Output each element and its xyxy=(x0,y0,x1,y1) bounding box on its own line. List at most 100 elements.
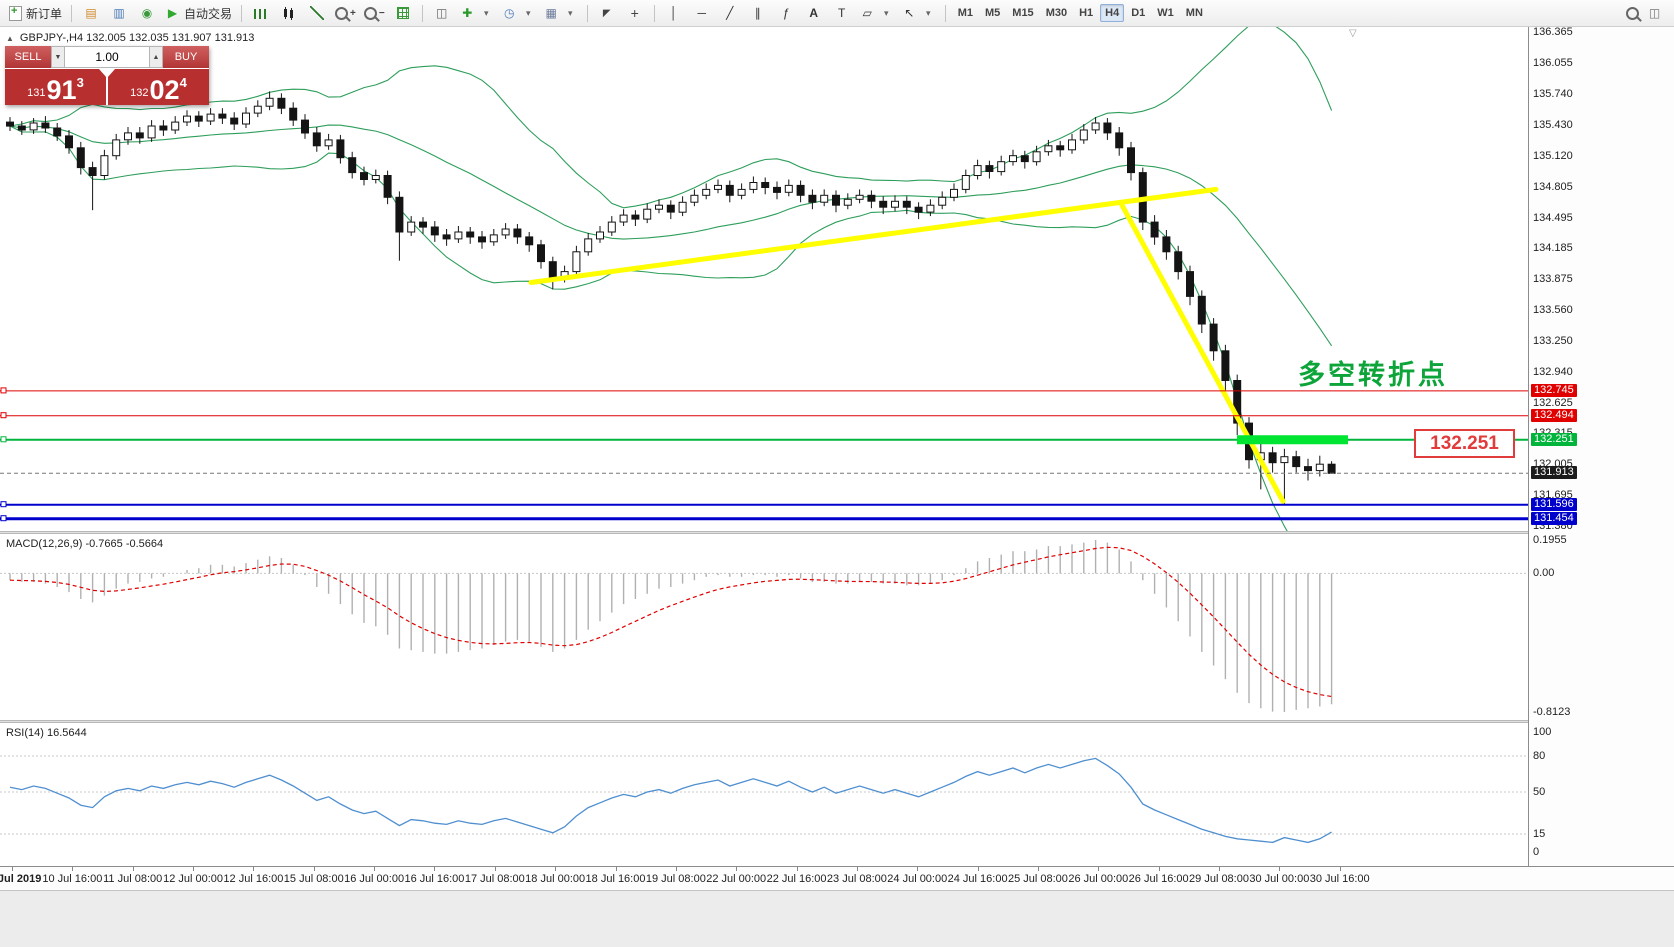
toolbar: 新订单 ▤ ▥ ◉ ▶ 自动交易 + − ◫ ✚▾ ◷▾ ▦▾ ◤ + │ ─ … xyxy=(0,0,1674,27)
timeframe-m30-button[interactable]: M30 xyxy=(1045,7,1068,19)
line-chart-button[interactable] xyxy=(304,3,330,24)
timeframe-m1-button[interactable]: M1 xyxy=(957,7,973,19)
macd-canvas[interactable] xyxy=(0,534,1528,720)
symbol-ohlc-text: GBPJPY-,H4 132.005 132.035 131.907 131.9… xyxy=(19,32,255,44)
volume-decrease-button[interactable]: ▼ xyxy=(51,46,65,68)
chevron-down-icon: ▾ xyxy=(483,7,489,18)
templates-button[interactable]: ▦ ▾ xyxy=(541,3,581,24)
volume-increase-button[interactable]: ▲ xyxy=(149,46,163,68)
one-click-notch xyxy=(99,69,115,78)
indicators-button[interactable]: ✚ ▾ xyxy=(457,3,497,24)
status-bar xyxy=(0,890,1674,947)
shapes-tool-button[interactable]: ▱ ▾ xyxy=(857,3,897,24)
periods-button[interactable]: ◷ ▾ xyxy=(499,3,539,24)
one-click-trading-widget: SELL ▼ ▲ BUY 131 91 3 132 xyxy=(5,46,209,105)
bar-chart-button[interactable] xyxy=(248,3,274,24)
autotrade-button[interactable]: ▶ 自动交易 xyxy=(162,3,235,24)
toolbar-separator xyxy=(944,4,946,22)
time-tick xyxy=(1098,867,1100,871)
label-tool-button[interactable]: T xyxy=(829,3,855,24)
chart-column: ▲ GBPJPY-,H4 132.005 132.035 131.907 131… xyxy=(0,27,1528,866)
bid-price-button[interactable]: 131 91 3 xyxy=(5,69,106,105)
volume-input[interactable] xyxy=(65,47,149,67)
fibonacci-tool-button[interactable]: ƒ xyxy=(773,3,799,24)
time-label: 18 Jul 00:00 xyxy=(525,873,586,885)
clock-icon: ◷ xyxy=(503,5,515,20)
price-axis[interactable]: 136.365 136.055 135.740 135.430 135.120 134.8… xyxy=(1528,26,1674,866)
text-tool-button[interactable]: A xyxy=(801,3,827,24)
axis-tick-label: 134.805 xyxy=(1533,180,1573,193)
bar-chart-icon xyxy=(254,6,269,20)
time-tick xyxy=(796,867,798,871)
trendline-tool-button[interactable]: ╱ xyxy=(717,3,743,24)
time-tick xyxy=(193,867,195,871)
pane-splitter[interactable] xyxy=(0,720,1528,723)
timeframe-h4-button[interactable]: H4 xyxy=(1100,4,1125,22)
fibonacci-icon: ƒ xyxy=(782,5,790,20)
main-chart-canvas[interactable] xyxy=(0,27,1528,531)
templates-icon: ▦ xyxy=(545,5,557,20)
axis-tick-label: 133.560 xyxy=(1533,304,1573,317)
time-tick xyxy=(555,867,557,871)
macd-pane[interactable]: MACD(12,26,9) -0.7665 -0.5664 xyxy=(0,534,1528,720)
time-label: 22 Jul 00:00 xyxy=(706,873,767,885)
trendline-icon: ╱ xyxy=(726,5,734,20)
time-tick xyxy=(615,867,617,871)
rsi-pane[interactable]: RSI(14) 16.5644 xyxy=(0,723,1528,866)
time-label: 24 Jul 00:00 xyxy=(887,873,948,885)
timeframe-w1-button[interactable]: W1 xyxy=(1157,7,1174,19)
crosshair-tool-button[interactable]: + xyxy=(622,3,648,24)
timeframe-h1-button[interactable]: H1 xyxy=(1079,7,1094,19)
new-order-button[interactable]: 新订单 xyxy=(6,3,65,24)
timeframe-d1-button[interactable]: D1 xyxy=(1131,7,1146,19)
buy-button[interactable]: BUY xyxy=(163,46,209,68)
time-label: 22 Jul 16:00 xyxy=(766,873,827,885)
timeframe-group: M1 M5 M15 M30 H1 H4 D1 W1 MN xyxy=(952,4,1209,22)
axis-tick-label: -0.8123 xyxy=(1533,706,1571,718)
time-tick xyxy=(374,867,376,871)
arrows-tool-button[interactable]: ↖ ▾ xyxy=(899,3,939,24)
time-label: 11 Jul 08:00 xyxy=(103,873,163,885)
price-badge: 132.745 xyxy=(1531,383,1577,397)
vertical-line-tool-button[interactable]: │ xyxy=(661,3,687,24)
horizontal-line-tool-button[interactable]: ─ xyxy=(689,3,715,24)
label-tool-icon: T xyxy=(838,5,846,20)
chart-shift-marker[interactable]: ▽ xyxy=(1349,28,1357,39)
navigator-button[interactable]: ◉ xyxy=(134,3,160,24)
market-watch-button[interactable]: ▤ xyxy=(78,3,104,24)
rsi-canvas[interactable] xyxy=(0,723,1528,866)
main-chart-pane[interactable]: ▲ GBPJPY-,H4 132.005 132.035 131.907 131… xyxy=(0,27,1528,531)
price-callout-box[interactable]: 132.251 xyxy=(1414,429,1515,458)
axis-tick-label: 134.185 xyxy=(1533,242,1573,255)
turning-point-annotation[interactable]: 多空转折点 xyxy=(1298,360,1448,390)
time-tick xyxy=(1037,867,1039,871)
new-order-icon xyxy=(9,5,22,21)
tile-windows-button[interactable]: ◫ xyxy=(429,3,455,24)
search-icon[interactable] xyxy=(1626,6,1639,20)
zoom-out-button[interactable]: − xyxy=(361,3,388,24)
zoom-in-button[interactable]: + xyxy=(332,3,359,24)
pane-splitter[interactable] xyxy=(0,531,1528,534)
candlestick-chart-button[interactable] xyxy=(276,3,302,24)
grid-button[interactable] xyxy=(390,3,416,24)
time-label: 12 Jul 16:00 xyxy=(223,873,284,885)
time-label: 18 Jul 16:00 xyxy=(585,873,646,885)
channel-tool-button[interactable]: ∥ xyxy=(745,3,771,24)
macd-label: MACD(12,26,9) -0.7665 -0.5664 xyxy=(6,538,164,550)
ask-price-button[interactable]: 132 02 4 xyxy=(108,69,209,105)
window-icon[interactable]: ◫ xyxy=(1648,5,1661,20)
data-window-button[interactable]: ▥ xyxy=(106,3,132,24)
timeframe-m5-button[interactable]: M5 xyxy=(985,7,1001,19)
cursor-icon: ◤ xyxy=(602,7,611,19)
timeframe-m15-button[interactable]: M15 xyxy=(1012,7,1034,19)
autotrade-play-icon: ▶ xyxy=(167,5,178,20)
one-click-toggle-icon[interactable]: ▲ xyxy=(6,33,14,43)
axis-tick-label: 0.1955 xyxy=(1533,534,1567,546)
ask-sup-digit: 4 xyxy=(179,75,187,90)
cursor-tool-button[interactable]: ◤ xyxy=(594,3,620,24)
candlestick-chart-icon xyxy=(282,6,297,20)
timeframe-mn-button[interactable]: MN xyxy=(1185,7,1203,19)
price-badge: 132.494 xyxy=(1531,408,1577,422)
sell-button[interactable]: SELL xyxy=(5,46,51,68)
